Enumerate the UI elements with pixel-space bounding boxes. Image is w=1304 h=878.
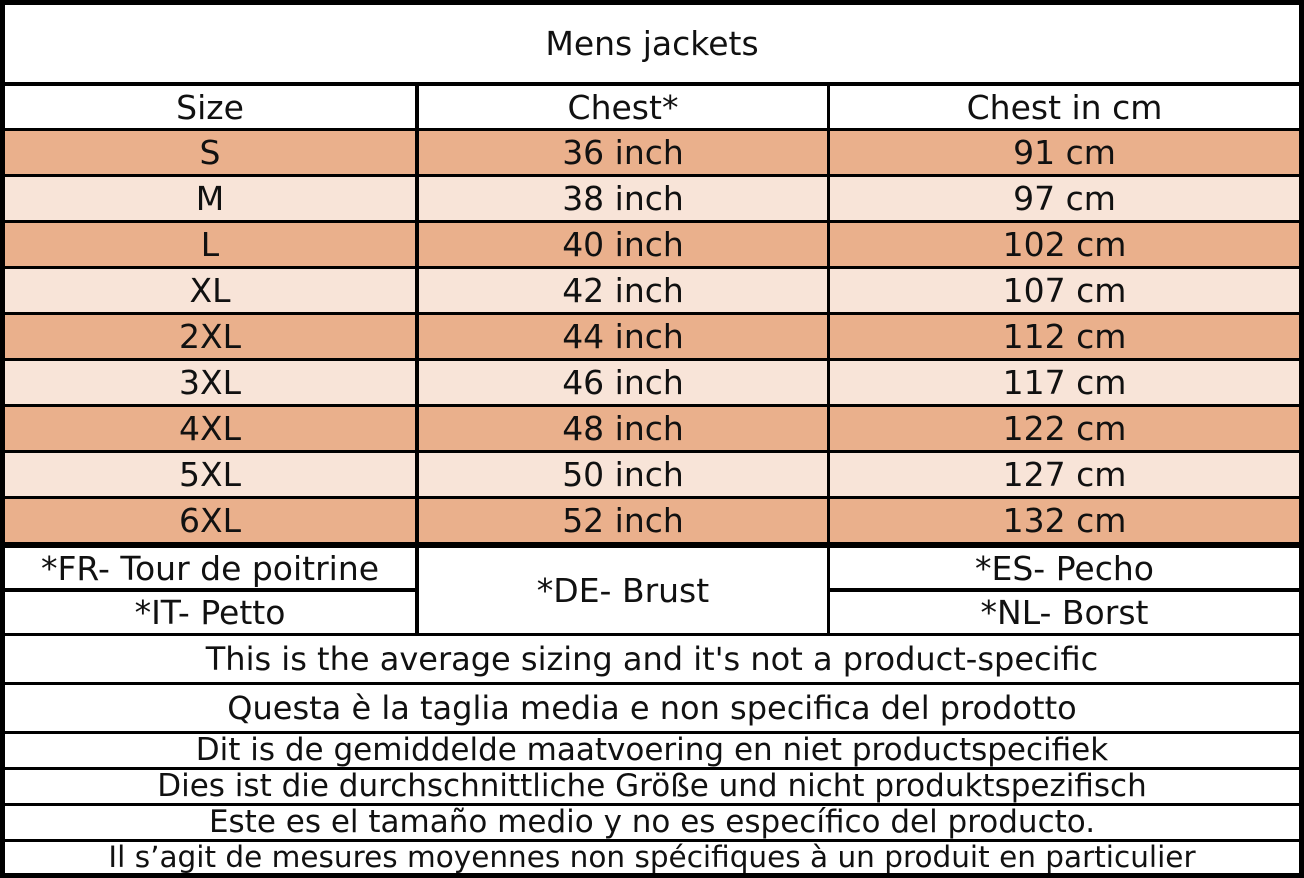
row-size-cell: 2XL [5, 315, 415, 358]
row-cm-cell: 117 cm [830, 361, 1299, 404]
disclaimer-note: Dies ist die durchschnittliche Größe und… [5, 770, 1299, 803]
row-chest-cell: 52 inch [419, 499, 827, 542]
row-chest-cell: 36 inch [419, 131, 827, 174]
row-cm-cell: 97 cm [830, 177, 1299, 220]
disclaimer-note: Dit is de gemiddelde maatvoering en niet… [5, 734, 1299, 767]
row-size-cell: 4XL [5, 407, 415, 450]
disclaimer-note: Questa è la taglia media e non specifica… [5, 685, 1299, 731]
row-chest-cell: 40 inch [419, 223, 827, 266]
table-title: Mens jackets [5, 5, 1299, 82]
row-chest-cell: 42 inch [419, 269, 827, 312]
row-size-cell: L [5, 223, 415, 266]
row-chest-cell: 44 inch [419, 315, 827, 358]
translation-de: *DE- Brust [419, 548, 827, 633]
row-size-cell: S [5, 131, 415, 174]
column-header-chest: Chest* [419, 86, 827, 128]
column-header-size: Size [5, 86, 415, 128]
row-cm-cell: 112 cm [830, 315, 1299, 358]
row-chest-cell: 46 inch [419, 361, 827, 404]
row-cm-cell: 91 cm [830, 131, 1299, 174]
row-cm-cell: 107 cm [830, 269, 1299, 312]
row-size-cell: 5XL [5, 453, 415, 496]
row-chest-cell: 50 inch [419, 453, 827, 496]
translation-fr: *FR- Tour de poitrine [5, 548, 415, 588]
translation-nl: *NL- Borst [830, 592, 1299, 633]
disclaimer-note: This is the average sizing and it's not … [5, 636, 1299, 682]
row-cm-cell: 102 cm [830, 223, 1299, 266]
disclaimer-note: Este es el tamaño medio y no es específi… [5, 806, 1299, 839]
row-chest-cell: 38 inch [419, 177, 827, 220]
translation-it: *IT- Petto [5, 592, 415, 633]
row-chest-cell: 48 inch [419, 407, 827, 450]
column-header-cm: Chest in cm [830, 86, 1299, 128]
row-size-cell: M [5, 177, 415, 220]
row-cm-cell: 132 cm [830, 499, 1299, 542]
row-size-cell: XL [5, 269, 415, 312]
row-cm-cell: 122 cm [830, 407, 1299, 450]
row-size-cell: 3XL [5, 361, 415, 404]
row-cm-cell: 127 cm [830, 453, 1299, 496]
disclaimer-note: Il s’agit de mesures moyennes non spécif… [5, 842, 1299, 873]
translation-es: *ES- Pecho [830, 548, 1299, 588]
row-size-cell: 6XL [5, 499, 415, 542]
